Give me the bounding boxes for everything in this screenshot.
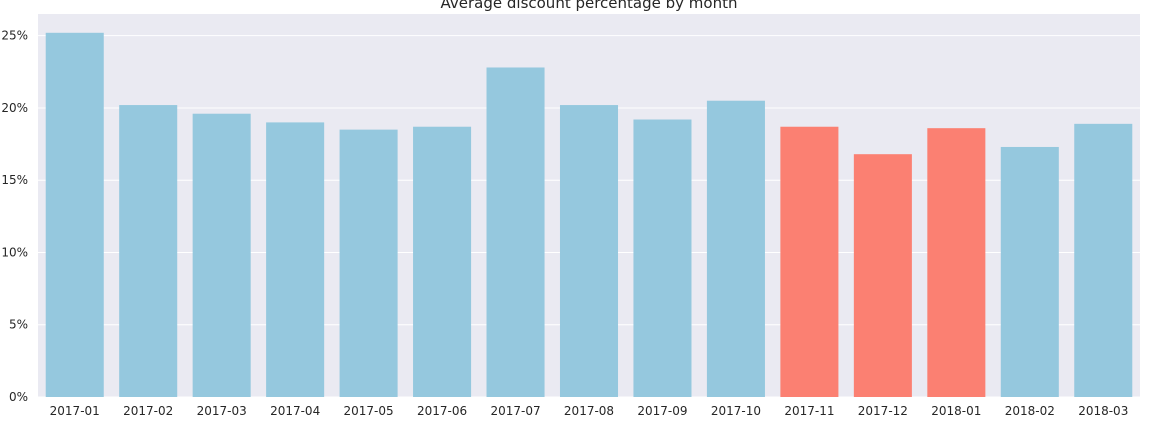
y-tick-label: 0% [9,390,28,404]
bar-2017-11 [780,126,839,397]
x-tick-label: 2017-12 [858,404,908,418]
x-tick-label: 2018-03 [1078,404,1128,418]
y-tick-label: 20% [1,101,28,115]
y-axis: 0% 5% 10% 15% 20% 25% [1,29,28,404]
x-tick-label: 2017-04 [270,404,320,418]
bar-2017-09 [633,119,692,397]
y-tick-label: 25% [1,29,28,43]
x-tick-label: 2018-01 [931,404,981,418]
bar-2018-03 [1074,123,1133,398]
x-tick-label: 2017-06 [417,404,467,418]
x-tick-label: 2017-01 [50,404,100,418]
y-tick-label: 10% [1,245,28,259]
x-tick-label: 2017-09 [637,404,687,418]
bar-2017-06 [413,126,472,397]
bars [45,32,1133,398]
bar-2017-12 [853,154,912,397]
x-tick-label: 2017-05 [344,404,394,418]
bar-2017-08 [559,105,619,398]
bar-2017-07 [486,67,545,398]
bar-2017-02 [119,105,178,398]
x-tick-label: 2017-03 [197,404,247,418]
y-tick-label: 5% [9,318,28,332]
y-tick-label: 15% [1,173,28,187]
x-tick-label: 2017-10 [711,404,761,418]
bar-2017-10 [706,100,765,397]
bar-2018-02 [1000,146,1059,397]
x-tick-label: 2017-02 [123,404,173,418]
x-axis: 2017-01 2017-02 2017-03 2017-04 2017-05 2017-… [50,404,1129,418]
x-tick-label: 2017-07 [490,404,540,418]
x-tick-label: 2017-08 [564,404,614,418]
chart-title: Average discount percentage by month [441,0,738,12]
bar-2017-03 [192,113,251,398]
bar-2017-05 [339,129,398,398]
bar-2017-01 [45,32,104,397]
x-tick-label: 2017-11 [784,404,834,418]
bar-2018-01 [927,128,986,397]
x-tick-label: 2018-02 [1005,404,1055,418]
bar-2017-04 [266,122,325,397]
